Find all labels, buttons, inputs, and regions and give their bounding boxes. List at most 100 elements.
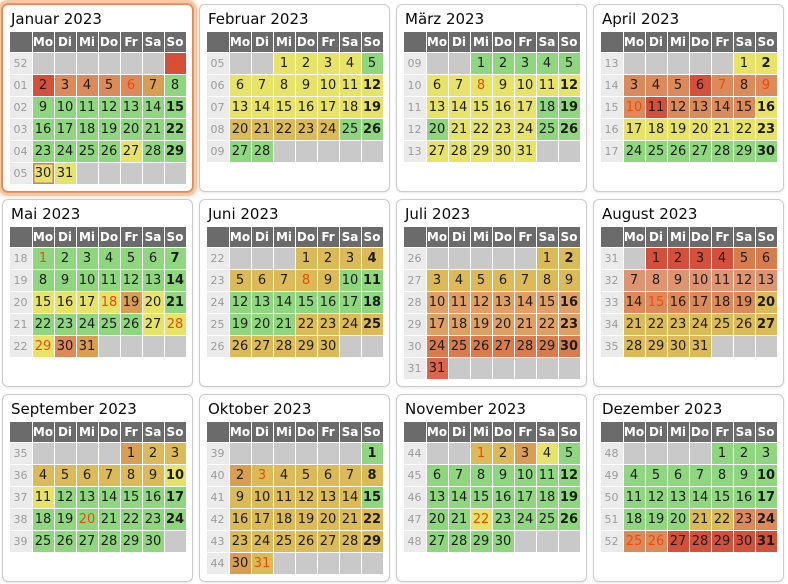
day-cell[interactable]: 16 xyxy=(558,292,580,313)
day-cell[interactable]: 12 xyxy=(120,270,142,291)
day-cell[interactable]: 15 xyxy=(120,487,142,508)
day-cell[interactable]: 21 xyxy=(623,314,645,335)
day-cell[interactable]: 11 xyxy=(339,75,361,96)
day-cell[interactable]: 18 xyxy=(361,292,383,313)
day-cell[interactable]: 24 xyxy=(755,509,777,530)
day-cell[interactable]: 23 xyxy=(32,141,54,162)
day-cell[interactable]: 20 xyxy=(142,292,164,313)
day-cell[interactable]: 17 xyxy=(514,487,536,508)
day-cell[interactable]: 26 xyxy=(733,314,755,335)
day-cell[interactable]: 6 xyxy=(426,75,448,96)
day-cell[interactable]: 25 xyxy=(448,336,470,357)
day-cell[interactable]: 11 xyxy=(273,487,295,508)
day-cell[interactable]: 27 xyxy=(317,531,339,552)
day-cell[interactable]: 18 xyxy=(536,487,558,508)
day-cell[interactable]: 13 xyxy=(76,487,98,508)
day-cell[interactable]: 20 xyxy=(251,314,273,335)
day-cell-holiday[interactable]: 15 xyxy=(645,292,667,313)
day-cell[interactable]: 2 xyxy=(142,443,164,464)
day-cell-holiday[interactable]: 8 xyxy=(295,270,317,291)
day-cell[interactable]: 30 xyxy=(492,531,514,552)
day-cell[interactable]: 5 xyxy=(470,270,492,291)
day-cell[interactable]: 19 xyxy=(229,314,251,335)
day-cell[interactable]: 14 xyxy=(448,97,470,118)
day-cell[interactable]: 22 xyxy=(733,119,755,140)
day-cell[interactable]: 13 xyxy=(689,97,711,118)
day-cell[interactable]: 19 xyxy=(667,119,689,140)
day-cell[interactable]: 24 xyxy=(339,314,361,335)
day-cell[interactable]: 14 xyxy=(448,487,470,508)
day-cell[interactable]: 2 xyxy=(492,443,514,464)
day-cell[interactable]: 12 xyxy=(558,465,580,486)
day-cell[interactable]: 22 xyxy=(164,119,186,140)
day-cell[interactable]: 6 xyxy=(667,465,689,486)
day-cell[interactable]: 20 xyxy=(120,119,142,140)
day-cell[interactable]: 3 xyxy=(426,270,448,291)
day-cell[interactable]: 10 xyxy=(426,292,448,313)
day-cell[interactable]: 13 xyxy=(426,97,448,118)
day-cell[interactable]: 7 xyxy=(251,75,273,96)
day-cell[interactable]: 1 xyxy=(361,443,383,464)
day-cell[interactable]: 28 xyxy=(623,336,645,357)
day-cell[interactable]: 21 xyxy=(98,509,120,530)
day-cell[interactable]: 23 xyxy=(667,314,689,335)
day-cell[interactable]: 10 xyxy=(164,465,186,486)
day-cell[interactable]: 24 xyxy=(317,119,339,140)
day-cell[interactable]: 4 xyxy=(448,270,470,291)
day-cell[interactable]: 18 xyxy=(536,97,558,118)
day-cell[interactable]: 27 xyxy=(492,336,514,357)
day-cell[interactable]: 20 xyxy=(667,509,689,530)
day-cell[interactable]: 4 xyxy=(536,53,558,74)
day-cell[interactable]: 10 xyxy=(514,465,536,486)
day-cell[interactable]: 3 xyxy=(623,75,645,96)
day-cell[interactable]: 22 xyxy=(273,119,295,140)
day-cell[interactable]: 4 xyxy=(623,465,645,486)
day-cell[interactable]: 31 xyxy=(689,336,711,357)
day-cell[interactable]: 24 xyxy=(689,314,711,335)
day-cell[interactable]: 8 xyxy=(711,465,733,486)
day-cell[interactable]: 1 xyxy=(273,53,295,74)
day-cell[interactable]: 24 xyxy=(514,509,536,530)
day-cell[interactable]: 29 xyxy=(295,336,317,357)
day-cell[interactable]: 19 xyxy=(733,292,755,313)
day-cell[interactable]: 26 xyxy=(470,336,492,357)
day-cell[interactable]: 4 xyxy=(273,465,295,486)
day-cell[interactable]: 14 xyxy=(251,97,273,118)
day-cell[interactable]: 10 xyxy=(251,487,273,508)
day-cell[interactable]: 16 xyxy=(229,509,251,530)
day-cell[interactable]: 23 xyxy=(733,509,755,530)
day-cell-holiday[interactable]: 31 xyxy=(251,553,273,574)
day-cell[interactable]: 13 xyxy=(229,97,251,118)
day-cell[interactable]: 20 xyxy=(492,314,514,335)
day-cell[interactable]: 26 xyxy=(98,141,120,162)
day-cell[interactable]: 27 xyxy=(426,531,448,552)
day-cell[interactable]: 23 xyxy=(558,314,580,335)
day-cell[interactable]: 1 xyxy=(295,248,317,269)
day-cell[interactable]: 16 xyxy=(733,487,755,508)
day-cell[interactable]: 2 xyxy=(755,53,777,74)
day-cell[interactable]: 31 xyxy=(54,163,76,184)
day-cell[interactable]: 8 xyxy=(470,465,492,486)
day-cell[interactable]: 18 xyxy=(339,97,361,118)
day-cell[interactable]: 15 xyxy=(273,97,295,118)
day-cell[interactable]: 20 xyxy=(426,119,448,140)
day-cell[interactable]: 26 xyxy=(54,531,76,552)
day-cell-holiday[interactable]: 6 xyxy=(120,75,142,96)
day-cell[interactable]: 7 xyxy=(514,270,536,291)
day-cell[interactable]: 11 xyxy=(645,97,667,118)
day-cell[interactable]: 8 xyxy=(733,75,755,96)
day-cell[interactable]: 26 xyxy=(120,314,142,335)
day-cell[interactable]: 9 xyxy=(32,97,54,118)
day-cell[interactable]: 21 xyxy=(251,119,273,140)
day-cell[interactable]: 1 xyxy=(536,248,558,269)
day-cell[interactable]: 8 xyxy=(536,270,558,291)
day-cell[interactable]: 6 xyxy=(76,465,98,486)
day-cell[interactable]: 14 xyxy=(623,292,645,313)
day-cell[interactable]: 28 xyxy=(273,336,295,357)
day-cell[interactable]: 11 xyxy=(711,270,733,291)
day-cell-today[interactable]: 30 xyxy=(32,163,54,184)
day-cell[interactable]: 17 xyxy=(164,487,186,508)
day-cell[interactable]: 29 xyxy=(645,336,667,357)
day-cell[interactable]: 18 xyxy=(711,292,733,313)
day-cell[interactable]: 17 xyxy=(76,292,98,313)
